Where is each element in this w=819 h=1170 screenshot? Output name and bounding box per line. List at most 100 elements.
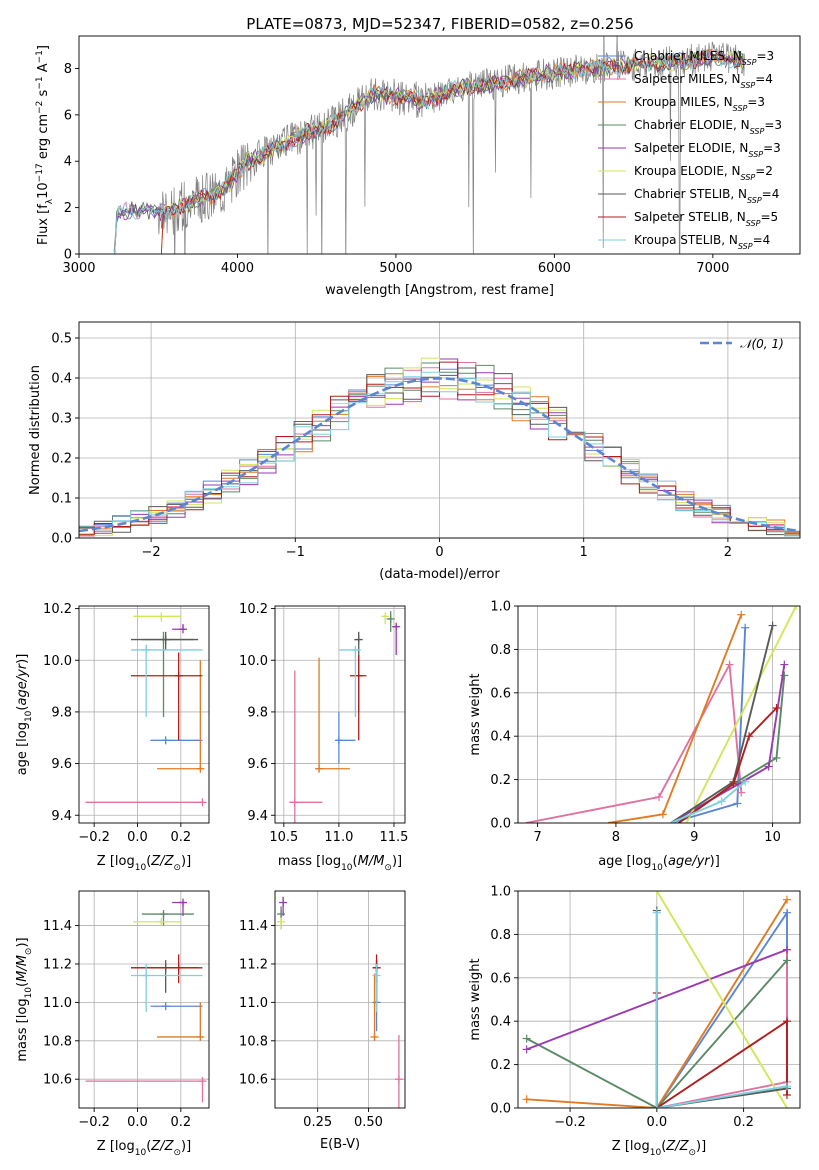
x-tick-label: 0.0 (646, 1115, 667, 1130)
x-tick-label: 10 (764, 830, 781, 845)
legend-post: =4 (762, 187, 780, 201)
label-part: −17 (35, 163, 45, 182)
legend-post: =5 (760, 210, 778, 224)
label-part: erg cm (36, 114, 51, 163)
y-tick-label: 11.2 (43, 957, 72, 972)
x-axis-label: age [log10(age/yr)] (598, 854, 720, 873)
y-tick-label: 11.4 (239, 919, 268, 934)
data-point (172, 898, 187, 916)
data-point (372, 963, 381, 1012)
y-tick-label: 9.4 (247, 809, 268, 824)
label-part: λ (45, 198, 55, 204)
y-tick-label: 10.0 (239, 654, 268, 669)
y-tick-label: 9.6 (247, 757, 268, 772)
y-tick-label: 0.8 (490, 928, 511, 943)
label-part: log (321, 854, 341, 869)
label-part: age/yr (668, 854, 711, 869)
observed-spectrum-line (113, 36, 745, 254)
data-point (172, 624, 187, 634)
y-tick-label: 11.0 (43, 996, 72, 1011)
data-point (334, 711, 356, 764)
label-part: ⊙ (173, 863, 181, 873)
data-point (85, 798, 207, 807)
x-tick-label: −0.2 (554, 1115, 586, 1130)
weight-series-line (526, 959, 788, 1108)
label-part: 10 (135, 1148, 147, 1158)
x-tick-label: 7000 (696, 261, 729, 276)
legend-sub: SSP (733, 104, 748, 113)
normal-reference-curve (79, 377, 800, 533)
legend-text: Salpeter STELIB, N (634, 210, 746, 224)
legend-entry: Kroupa MILES, NSSP=3 (634, 95, 765, 113)
label-part: −2 (35, 101, 45, 114)
label-part: log (630, 1139, 650, 1154)
y-tick-label: 2 (64, 201, 72, 216)
data-point (277, 917, 286, 930)
y-axis-label: Flux [fλ10−17 erg cm−2 s−1 A−1] (35, 45, 55, 245)
plot-area (113, 36, 745, 254)
x-tick-label: 0.50 (354, 1115, 383, 1130)
x-tick-label: 0 (435, 545, 443, 560)
y-tick-label: 10.2 (239, 602, 268, 617)
legend-post: =2 (755, 164, 773, 178)
data-point (131, 631, 199, 650)
label-part: ⊙ (173, 1148, 181, 1158)
y-tick-label: 9.8 (247, 705, 268, 720)
y-tick-label: 0.1 (51, 492, 72, 507)
weight-series-line (656, 949, 788, 1108)
label-part: s (36, 89, 51, 100)
data-point (150, 1002, 203, 1011)
legend-text: Kroupa STELIB, N (634, 233, 738, 247)
y-axis-label: age [log10(age/yr)] (15, 654, 34, 776)
label-part: 10 (651, 863, 663, 873)
x-tick-label: 11.5 (380, 830, 409, 845)
data-point (150, 736, 203, 745)
panel-residuals: −2 −1 0 1 2 0.0 0.1 0.2 0.3 0.4 0.5 (data-model)/er… (28, 321, 801, 582)
legend: 𝒩(0, 1) (700, 337, 784, 351)
x-tick-label: 0.2 (733, 1115, 754, 1130)
data-point (133, 612, 181, 622)
data-point (131, 963, 203, 1012)
legend-entry: Kroupa STELIB, NSSP=4 (634, 233, 770, 251)
label-part: mass [ (278, 854, 321, 869)
label-part: 10 (341, 863, 353, 873)
data-point (131, 960, 199, 993)
weight-series-line (678, 707, 778, 823)
panel-mass_vs_EBV: 0.25 0.50 10.6 10.8 11.0 11.2 11.4 (239, 890, 406, 1130)
label-part: ( (663, 854, 668, 869)
data-point (338, 645, 361, 718)
legend-post: =3 (747, 95, 765, 109)
y-tick-label: 0.0 (490, 817, 511, 832)
label-part: 10 (650, 1148, 662, 1158)
legend-entry: Chabrier MILES, NSSP=3 (634, 49, 774, 67)
axes-frame (78, 35, 801, 255)
label-part: )] (181, 1139, 191, 1154)
axes-frame (78, 890, 210, 1109)
panel-mass_vs_Z: −0.2 0.0 0.210.610.811.011.211.4Z [log10(Z… (15, 890, 210, 1158)
legend-text: Chabrier MILES, N (634, 49, 742, 63)
label-part: −1 (35, 50, 45, 63)
y-axis-label: mass [log10(M/M⊙)] (15, 937, 34, 1061)
label-part: log (632, 854, 652, 869)
panel-weight_vs_Z: −0.2 0.0 0.2 0.0 0.2 0.4 0.6 0.8 1.0 Z [log10(Z/Z… (468, 885, 801, 1158)
data-point (289, 670, 323, 823)
axes-frame (517, 605, 801, 824)
label-part: −1 (35, 76, 45, 89)
label-part: )] (15, 937, 30, 947)
label-part: ⊙ (24, 948, 34, 956)
weight-series-line (525, 661, 743, 823)
axes-frame (274, 605, 406, 824)
legend-text: Kroupa MILES, N (634, 95, 733, 109)
label-part: log (115, 1139, 135, 1154)
data-point (315, 657, 350, 773)
data-point (381, 612, 390, 625)
weight-series-line (685, 606, 797, 823)
legend-post: =4 (753, 233, 771, 247)
axes-frame (274, 890, 406, 1109)
y-tick-label: 11.0 (239, 996, 268, 1011)
label-part: ( (15, 706, 30, 711)
data-point (133, 917, 181, 926)
plot-area (85, 898, 207, 1103)
x-tick-label: 1 (580, 545, 588, 560)
